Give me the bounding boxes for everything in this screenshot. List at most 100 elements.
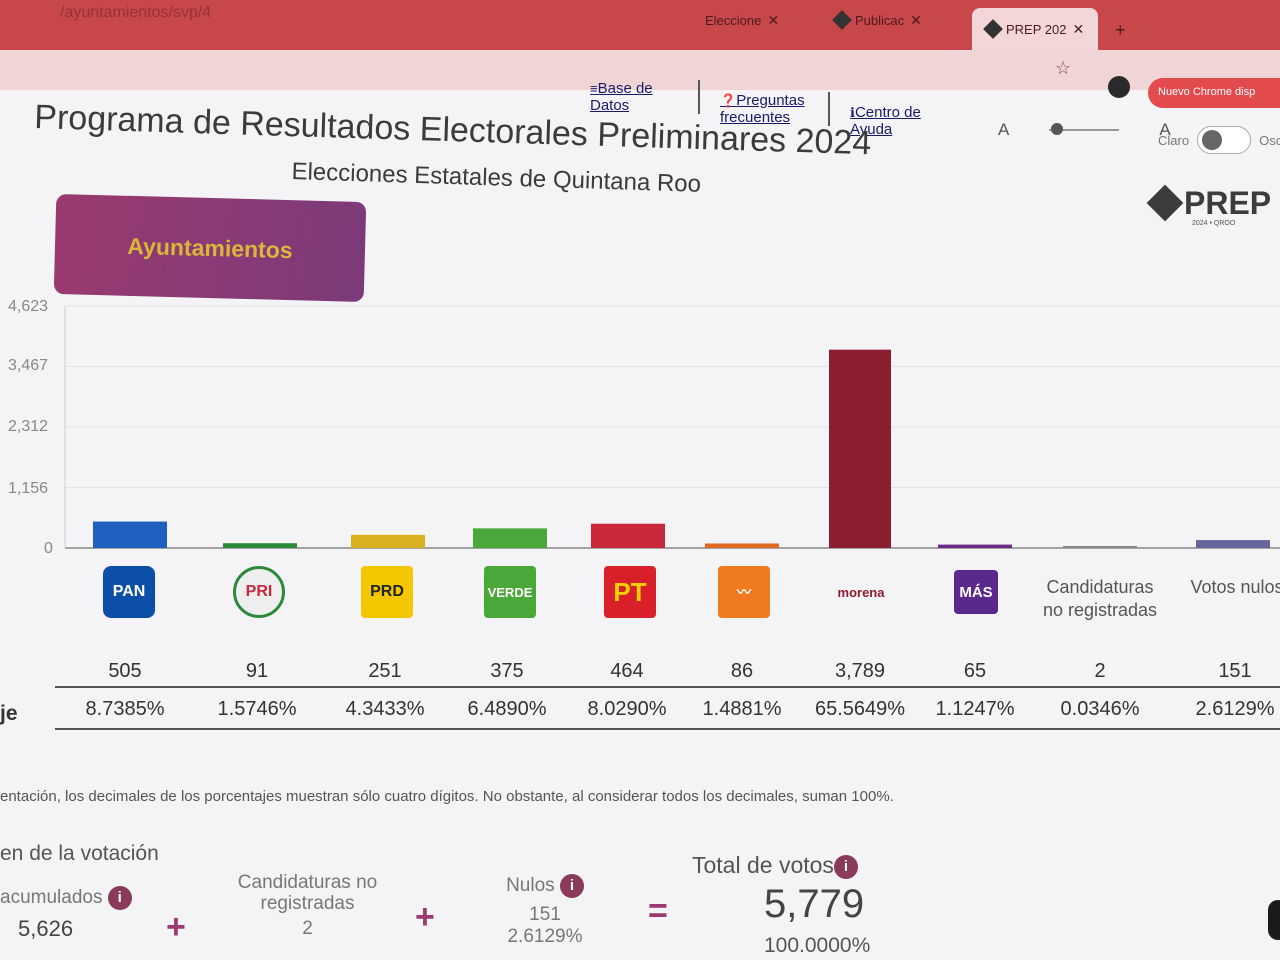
- page-subtitle: Elecciones Estatales de Quintana Roo: [291, 158, 702, 198]
- bar-candidaturas-no-registradas[interactable]: [1063, 546, 1137, 548]
- info-icon[interactable]: i: [107, 886, 132, 910]
- bar-pri[interactable]: [223, 543, 297, 548]
- pan-logo-icon: PAN: [103, 566, 155, 618]
- font-size-control: A A: [998, 120, 1171, 140]
- slider-knob[interactable]: [1051, 123, 1064, 135]
- y-tick-label: 0: [44, 540, 53, 557]
- mas-emblem: MÁS: [946, 564, 1006, 620]
- database-icon: ≡: [590, 81, 598, 96]
- vote-cell: 505: [108, 660, 142, 682]
- theme-switch: Claro Osc: [1158, 126, 1280, 154]
- nulos-value: 151: [529, 904, 561, 925]
- link-label: Preguntas frecuentes: [720, 92, 805, 126]
- url-fragment[interactable]: /ayuntamientos/svp/4: [60, 4, 212, 21]
- bar-verde[interactable]: [473, 528, 547, 548]
- percent-cell: 8.0290%: [587, 698, 667, 720]
- no-registradas-block: Candidaturas no registradas 2: [225, 872, 390, 940]
- vote-cell: 2: [1094, 660, 1106, 682]
- prd-emblem: PRD: [357, 564, 417, 620]
- summary-title: en de la votación: [0, 842, 159, 865]
- close-icon[interactable]: ✕: [910, 11, 922, 28]
- bar-chart: [0, 296, 1280, 586]
- bar-prd[interactable]: [351, 534, 425, 548]
- font-large-label: A: [1159, 120, 1171, 139]
- top-nav: ≡Base de Datos ❓Preguntas frecuentes ℹCe…: [570, 80, 960, 140]
- percent-cell: 65.5649%: [814, 698, 906, 720]
- close-icon[interactable]: ✕: [1072, 20, 1085, 37]
- browser-tab-publicacion[interactable]: Publicac ✕: [832, 0, 922, 40]
- percent-cell: 8.7385%: [85, 698, 165, 720]
- theme-toggle[interactable]: [1197, 126, 1252, 154]
- bar-mc[interactable]: [705, 543, 779, 548]
- nulos-block: Nulos i 151 2.6129%: [490, 874, 600, 948]
- base-datos-link[interactable]: ≡Base de Datos: [570, 80, 700, 114]
- vote-cell: 3,789: [834, 660, 886, 682]
- toggle-knob: [1202, 130, 1223, 150]
- pri-emblem: PRI: [229, 564, 289, 620]
- vote-cell: 91: [245, 660, 269, 682]
- bar-pan[interactable]: [93, 521, 167, 548]
- pri-logo-icon: PRI: [233, 566, 285, 618]
- y-tick-label: 4,623: [8, 298, 49, 315]
- percent-cell: 2.6129%: [1195, 698, 1275, 720]
- equals-sign: =: [648, 892, 668, 930]
- pan-emblem: PAN: [99, 564, 159, 620]
- bar-votos-nulos[interactable]: [1196, 540, 1270, 548]
- y-tick-label: 1,156: [8, 480, 49, 497]
- total-label-text: Total de votos: [692, 852, 834, 878]
- bookmark-star-icon[interactable]: ☆: [1055, 58, 1072, 78]
- vote-cell: 86: [730, 660, 754, 682]
- diamond-icon: [983, 19, 1003, 39]
- font-size-slider[interactable]: [1049, 123, 1120, 135]
- percent-cell: 6.4890%: [467, 698, 547, 720]
- link-label: Base de Datos: [590, 80, 653, 114]
- verde-emblem: VERDE: [480, 564, 540, 620]
- close-icon[interactable]: ✕: [767, 11, 780, 28]
- votes-row: 505 91 251 375 464 86 3,789 65 2 151: [55, 660, 1280, 688]
- chrome-update-pill[interactable]: Nuevo Chrome disp: [1148, 78, 1280, 108]
- pt-emblem: PT: [600, 564, 660, 620]
- y-tick-label: 3,467: [8, 357, 49, 374]
- scroll-handle[interactable]: [1268, 900, 1280, 940]
- logo-text: PREP: [1184, 185, 1272, 221]
- new-tab-button[interactable]: +: [1115, 20, 1126, 40]
- tab-ayuntamientos[interactable]: Ayuntamientos: [53, 193, 367, 303]
- prd-logo-icon: PRD: [361, 566, 413, 618]
- preguntas-link[interactable]: ❓Preguntas frecuentes: [700, 92, 830, 126]
- tab-label: PREP 202: [1006, 21, 1067, 37]
- info-icon[interactable]: i: [559, 874, 584, 898]
- tab-label: Ayuntamientos: [127, 232, 293, 263]
- percent-row: 8.7385% 1.5746% 4.3433% 6.4890% 8.0290% …: [55, 698, 1280, 730]
- no-registradas-value: 2: [302, 918, 313, 939]
- browser-tab-bar: /ayuntamientos/svp/4 Eleccione ✕ Publica…: [0, 0, 1280, 50]
- percent-cell: 4.3433%: [345, 698, 425, 720]
- profile-avatar[interactable]: [1108, 76, 1130, 98]
- theme-dark-label: Osc: [1259, 132, 1280, 148]
- decimals-note: entación, los decimales de los porcentaj…: [0, 788, 894, 805]
- browser-tab-prep[interactable]: PREP 202 ✕: [972, 8, 1099, 50]
- diamond-icon: [1146, 184, 1184, 222]
- mc-emblem: 〰: [714, 564, 774, 620]
- vote-cell: 464: [610, 660, 644, 682]
- mc-logo-icon: 〰: [718, 566, 770, 618]
- percent-cell: 1.1247%: [935, 698, 1015, 720]
- centro-ayuda-link[interactable]: ℹCentro de Ayuda: [830, 104, 960, 138]
- percent-row-label: je: [0, 702, 18, 725]
- mas-logo-icon: MÁS: [954, 570, 998, 614]
- no-registradas-label: Candidaturas no registradas: [237, 872, 378, 914]
- browser-tab-elecciones[interactable]: Eleccione ✕: [705, 0, 779, 40]
- pt-logo-icon: PT: [604, 566, 656, 618]
- nulos-percent: 2.6129%: [507, 926, 583, 947]
- font-small-label: A: [998, 120, 1010, 139]
- info-icon: ℹ: [850, 105, 855, 120]
- verde-logo-icon: VERDE: [484, 566, 536, 618]
- bar-morena[interactable]: [829, 349, 891, 548]
- bar-pt[interactable]: [591, 523, 665, 548]
- plus-sign: +: [415, 898, 435, 936]
- percent-cell: 1.4881%: [702, 698, 782, 720]
- vote-cell: 65: [963, 660, 987, 682]
- diamond-icon: [832, 10, 852, 30]
- info-icon[interactable]: i: [833, 854, 858, 879]
- nulos-label: Nulos: [506, 875, 555, 897]
- bar-más[interactable]: [938, 544, 1012, 548]
